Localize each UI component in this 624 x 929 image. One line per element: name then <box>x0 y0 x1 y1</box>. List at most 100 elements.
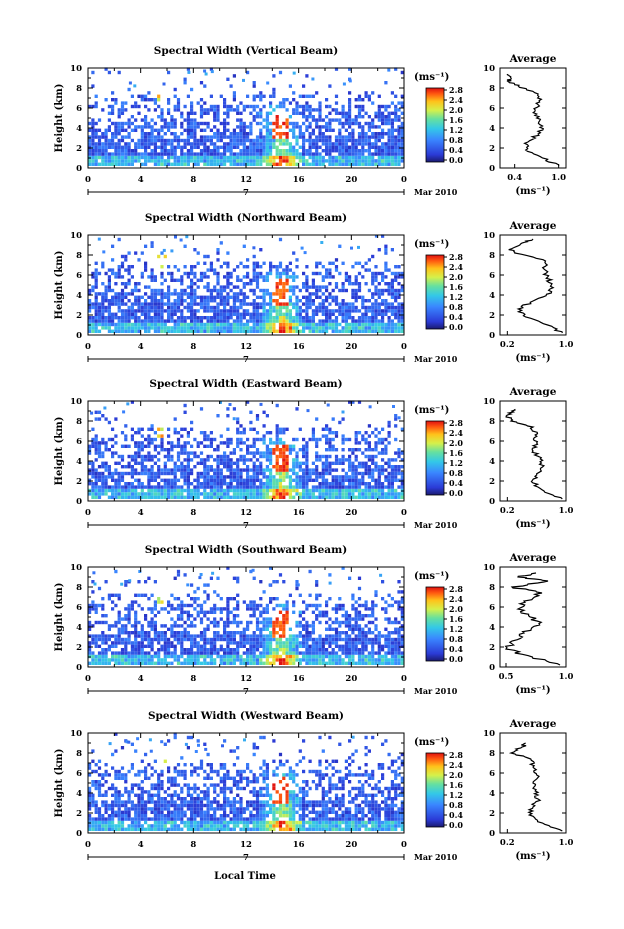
heatmap-cell <box>321 275 325 279</box>
heatmap-cell <box>203 84 207 88</box>
heatmap-cell <box>147 275 151 279</box>
heatmap-cell <box>190 285 194 289</box>
heatmap-cell <box>265 329 269 333</box>
heatmap-cell <box>318 302 322 306</box>
heatmap-cell <box>285 448 289 452</box>
heatmap-cell <box>101 658 105 662</box>
heatmap-cell <box>219 454 223 459</box>
heatmap-cell <box>213 661 217 665</box>
heatmap-cell <box>160 468 164 472</box>
heatmap-cell <box>282 495 286 499</box>
heatmap-cell <box>308 162 312 166</box>
heatmap-cell <box>311 488 315 493</box>
heatmap-cell <box>114 121 118 126</box>
heatmap-cell <box>130 434 134 438</box>
heatmap-cell <box>176 634 181 638</box>
heatmap-cell <box>101 155 105 160</box>
heatmap-cell <box>262 495 266 499</box>
heatmap-cell <box>104 152 108 156</box>
heatmap-cell <box>173 607 177 611</box>
heatmap-cell <box>232 108 236 112</box>
heatmap-cell <box>288 329 292 333</box>
heatmap-cell <box>144 104 148 109</box>
heatmap-cell <box>91 132 95 136</box>
heatmap-cell <box>176 631 181 635</box>
heatmap-cell <box>328 275 332 279</box>
heatmap-cell <box>140 125 144 129</box>
heatmap-cell <box>269 482 273 486</box>
heatmap-cell <box>249 468 253 472</box>
heatmap-cell <box>331 482 335 486</box>
heatmap-cell <box>170 471 174 476</box>
heatmap-cell <box>91 600 95 604</box>
heatmap-cell <box>140 434 144 438</box>
heatmap-cell <box>387 434 391 438</box>
heatmap-cell <box>173 87 177 92</box>
heatmap-cell <box>107 285 111 289</box>
heatmap-cell <box>114 495 118 499</box>
heatmap-cell <box>114 135 118 139</box>
heatmap-cell <box>111 98 115 102</box>
heatmap-cell <box>147 322 151 327</box>
heatmap-cell <box>176 624 181 628</box>
heatmap-cell <box>371 309 375 313</box>
heatmap-cell <box>361 461 365 465</box>
heatmap-cell <box>97 316 102 320</box>
heatmap-cell <box>213 448 217 452</box>
heatmap-cell <box>226 135 230 139</box>
heatmap-cell <box>321 155 325 160</box>
heatmap-cell <box>387 458 391 462</box>
heatmap-cell <box>180 485 184 489</box>
heatmap-cell <box>295 329 299 333</box>
heatmap-cell <box>259 319 263 323</box>
heatmap-cell <box>387 159 391 163</box>
heatmap-cell <box>196 661 200 665</box>
heatmap-cell <box>394 414 398 418</box>
heatmap-cell <box>374 115 378 119</box>
heatmap-cell <box>97 634 102 638</box>
heatmap-cell <box>88 121 92 126</box>
heatmap-cell <box>295 492 299 496</box>
heatmap-cell <box>275 125 279 129</box>
heatmap-cell <box>288 309 292 313</box>
heatmap-cell <box>173 309 177 313</box>
heatmap-cell <box>203 316 207 320</box>
heatmap-cell <box>262 292 266 296</box>
heatmap-cell <box>117 292 121 296</box>
heatmap-cell <box>325 424 329 428</box>
heatmap-cell <box>160 295 164 299</box>
heatmap-cell <box>272 478 276 482</box>
heatmap-cell <box>226 637 230 642</box>
heatmap-cell <box>163 634 167 638</box>
heatmap-cell <box>140 624 144 628</box>
heatmap-cell <box>298 159 302 163</box>
heatmap-cell <box>193 135 197 139</box>
heatmap-cell <box>130 162 134 166</box>
heatmap-cell <box>140 305 144 310</box>
heatmap-cell <box>213 288 217 293</box>
heatmap-cell <box>203 634 207 638</box>
heatmap-cell <box>249 149 253 153</box>
heatmap-cell <box>394 465 398 469</box>
heatmap-cell <box>364 138 368 143</box>
heatmap-cell <box>377 322 381 327</box>
heatmap-cell <box>190 620 194 625</box>
heatmap-cell <box>344 495 348 499</box>
heatmap-cell <box>328 128 332 132</box>
heatmap-cell <box>203 485 207 489</box>
heatmap-cell <box>101 603 105 608</box>
heatmap-cell <box>367 115 371 119</box>
heatmap-cell <box>144 98 148 102</box>
heatmap-cell <box>315 155 319 160</box>
heatmap-cell <box>94 488 98 493</box>
heatmap-cell <box>111 478 115 482</box>
heatmap-cell <box>236 654 240 659</box>
heatmap-cell <box>94 278 98 282</box>
heatmap-cell <box>97 644 102 648</box>
heatmap-cell <box>163 631 167 635</box>
heatmap-cell <box>193 265 197 269</box>
heatmap-cell <box>163 495 167 499</box>
heatmap-cell <box>150 627 154 631</box>
heatmap-cell <box>325 149 329 153</box>
colorbar-tick-label: 2.8 <box>449 252 463 262</box>
